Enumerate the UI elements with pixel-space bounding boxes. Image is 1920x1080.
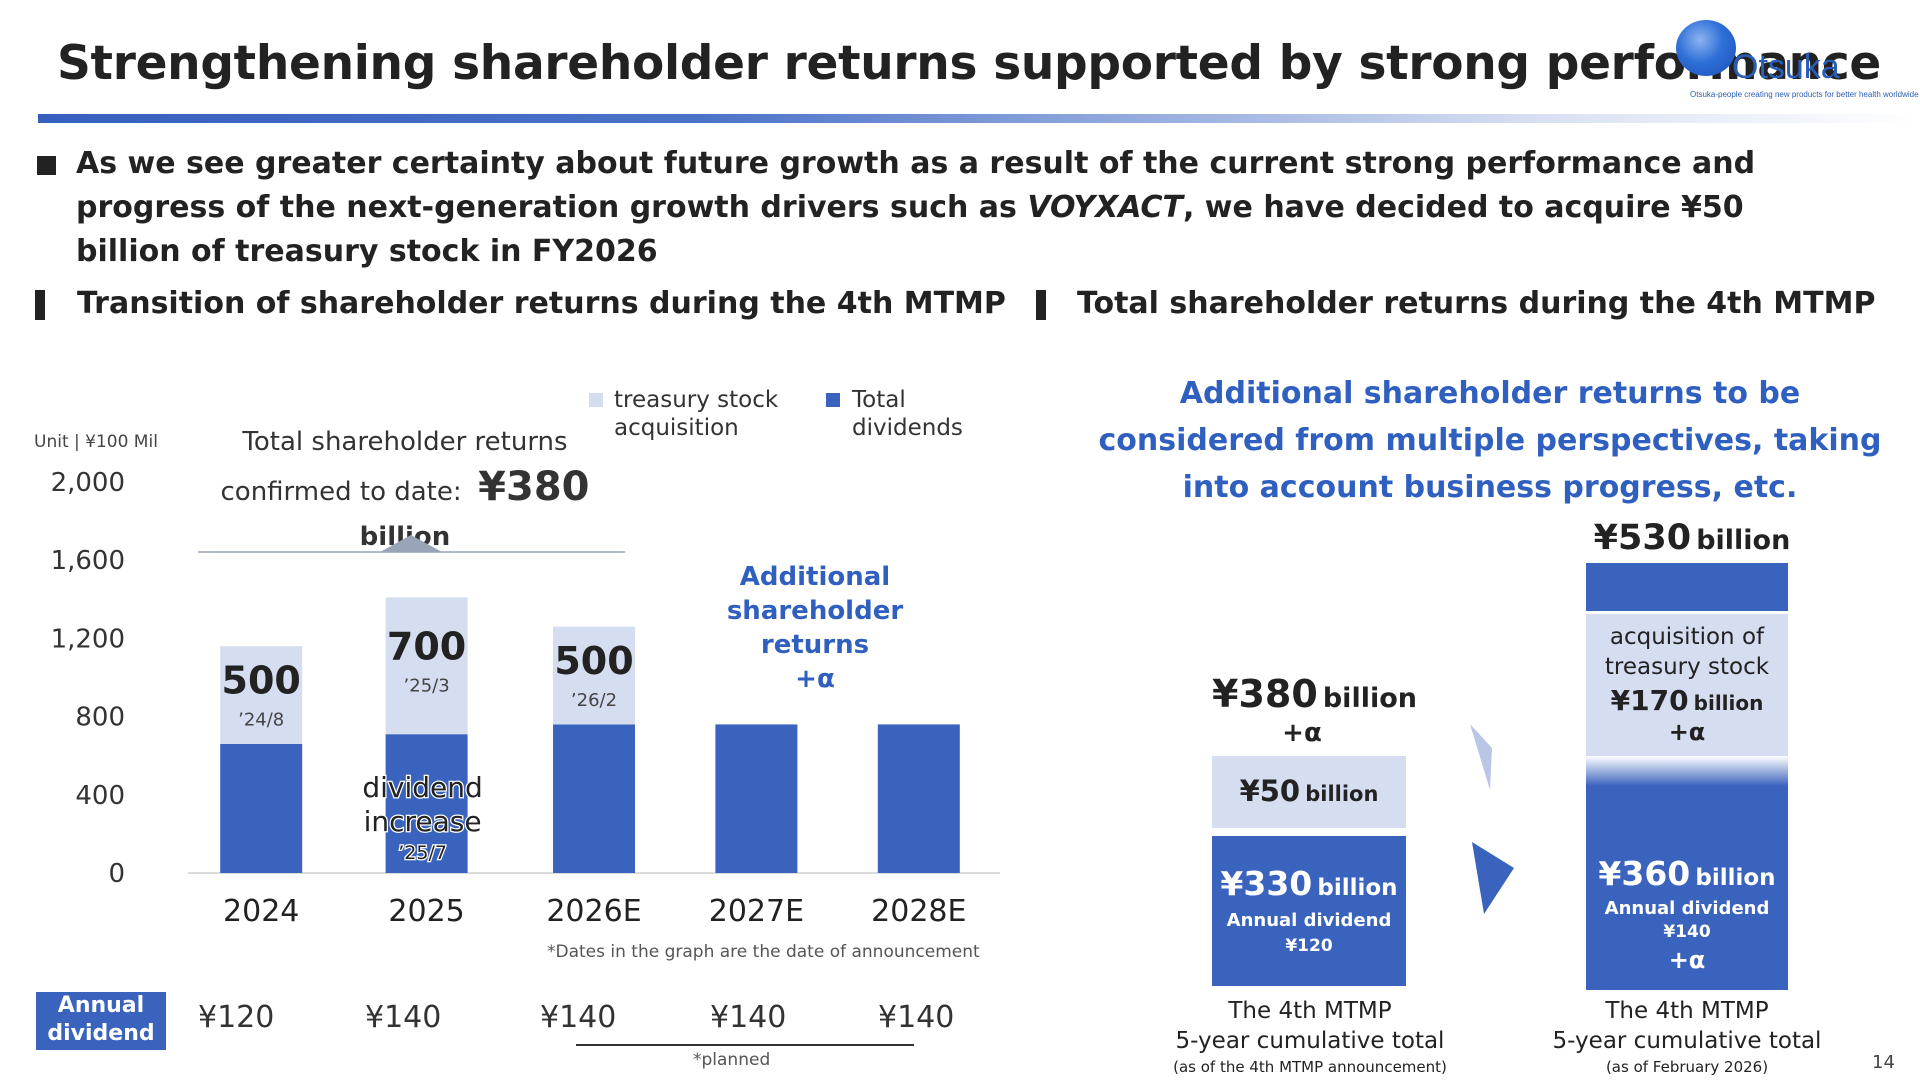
y-tick-label: 1,600 xyxy=(51,546,125,576)
dividend-increase-label: dividend xyxy=(362,771,482,804)
y-tick-label: 2,000 xyxy=(51,468,125,498)
right-section-title: Total shareholder returns during the 4th… xyxy=(1077,286,1876,321)
bar-2027E-dividends xyxy=(715,724,798,873)
confirmed-amount: ¥380 xyxy=(478,464,590,510)
otsuka-logo-icon xyxy=(1676,20,1736,76)
bar-2026E-dividends xyxy=(553,724,635,873)
x-tick-label: 2025 xyxy=(388,894,464,929)
treasury-value-label: 500 xyxy=(554,639,633,683)
left-section-title: Transition of shareholder returns during… xyxy=(77,286,1006,321)
bullet-text: As we see greater certainty about future… xyxy=(76,146,1756,269)
y-tick-label: 800 xyxy=(75,703,125,733)
annual-dividend-2025: ¥140 xyxy=(365,1000,442,1035)
right-headline: Additional shareholder returns to be con… xyxy=(1098,376,1882,505)
caption-left-block: The 4th MTMP 5-year cumulative total (as… xyxy=(1173,998,1447,1076)
dates-footnote: *Dates in the graph are the date of anno… xyxy=(547,942,980,962)
page-number: 14 xyxy=(1872,1052,1895,1073)
block-dividend-360: ¥360 billion Annual dividend ¥140 +α xyxy=(1586,756,1788,990)
total-530-label: ¥530 billion xyxy=(1593,518,1791,558)
logo-text: Otsuka xyxy=(1732,48,1840,86)
dividend-increase-label: increase xyxy=(364,805,482,838)
voyxact-text: VOYXACT xyxy=(1027,190,1183,225)
legend-treasury-label: treasury stock acquisition xyxy=(614,387,779,441)
title-underline xyxy=(38,114,1918,123)
total-380-label: ¥380 billion xyxy=(1212,672,1417,716)
x-tick-label: 2028E xyxy=(871,894,966,929)
treasury-value-label: 700 xyxy=(387,624,466,668)
planned-note: *planned xyxy=(693,1050,771,1070)
x-tick-label: 2024 xyxy=(223,894,299,929)
y-tick-label: 400 xyxy=(75,781,125,811)
block-treasury-170: acquisition of treasury stock ¥170 billi… xyxy=(1586,614,1788,756)
y-tick-label: 0 xyxy=(108,859,125,889)
total-380-plus: +α xyxy=(1282,718,1322,748)
legend-swatch-treasury xyxy=(589,393,603,407)
announcement-date-label: ’24/8 xyxy=(238,709,284,730)
bar-2025-treasury xyxy=(385,597,468,735)
shareholder-returns-chart: 0 400 800 1,200 1,600 2,000 2024 2025 2026E 2027… xyxy=(51,468,1000,929)
planned-underline xyxy=(576,1044,914,1046)
caption-right-block: The 4th MTMP 5-year cumulative total (as… xyxy=(1552,998,1822,1076)
legend-swatch-dividends xyxy=(826,393,840,407)
bullet-square-icon xyxy=(37,156,56,175)
confirmed-returns-text: Total shareholder returns confirmed to d… xyxy=(220,427,590,552)
y-tick-label: 1,200 xyxy=(51,624,125,654)
annual-dividend-2024: ¥120 xyxy=(198,1000,275,1035)
section-bar-left xyxy=(35,290,45,320)
bar-2024-treasury xyxy=(220,646,303,744)
x-tick-label: 2027E xyxy=(709,894,804,929)
bar-2026E-treasury xyxy=(553,626,635,725)
page-title: Strengthening shareholder returns suppor… xyxy=(57,36,1881,91)
treasury-value-label: 500 xyxy=(222,658,301,702)
announcement-date-label: ’25/3 xyxy=(404,675,450,696)
additional-returns-note: Additional shareholder returns +α xyxy=(726,562,904,694)
section-bar-right xyxy=(1036,290,1046,320)
bar-2028E-dividends xyxy=(877,724,960,873)
block-additional-top xyxy=(1586,563,1788,611)
arrow-right-icon xyxy=(1470,724,1514,914)
annual-dividend-2028: ¥140 xyxy=(878,1000,955,1035)
block-treasury-50: ¥50 billion xyxy=(1212,756,1406,828)
announcement-date-label: ’26/2 xyxy=(571,690,617,711)
bar-2024-dividends xyxy=(220,743,303,873)
annual-dividend-2027: ¥140 xyxy=(710,1000,787,1035)
block-dividend-330: ¥330 billion Annual dividend ¥120 xyxy=(1212,836,1406,986)
bracket-triangle-icon xyxy=(380,535,442,552)
dividend-increase-label: ’25/7 xyxy=(398,842,447,864)
annual-dividend-label: Annual dividend xyxy=(36,992,166,1050)
unit-label: Unit | ¥100 Mil xyxy=(34,432,158,452)
legend-dividends-label: Total dividends xyxy=(852,387,963,441)
logo-tagline: Otsuka-people creating new products for … xyxy=(1690,90,1919,99)
x-tick-label: 2026E xyxy=(546,894,641,929)
bar-2025-dividends xyxy=(385,734,468,873)
annual-dividend-2026: ¥140 xyxy=(540,1000,617,1035)
